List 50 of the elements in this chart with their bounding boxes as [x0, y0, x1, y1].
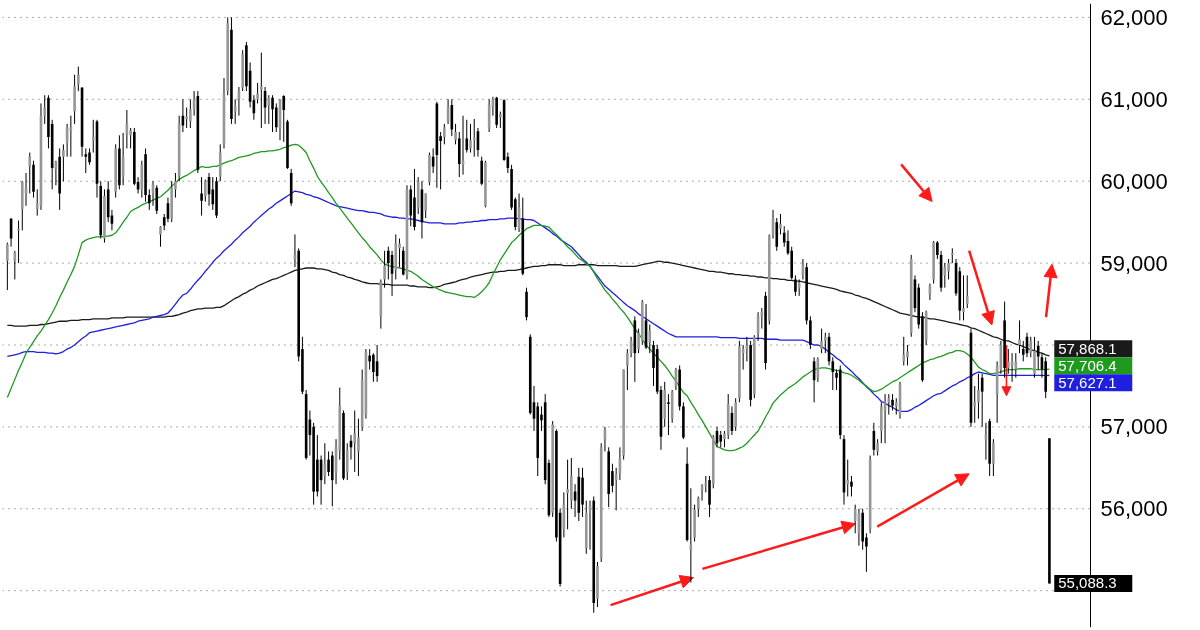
- y-tick-label: 57,000: [1100, 414, 1168, 440]
- candlestick: [383, 250, 386, 289]
- y-tick-label: 59,000: [1100, 250, 1168, 276]
- candlestick: [977, 373, 980, 420]
- candlestick: [155, 184, 159, 215]
- candlestick: [648, 324, 652, 354]
- candlestick: [267, 94, 271, 125]
- candlestick: [271, 94, 274, 133]
- candlestick: [667, 393, 670, 436]
- candlestick: [1018, 319, 1021, 354]
- data-label: 57,627.1: [1058, 373, 1117, 391]
- candlestick: [820, 328, 823, 354]
- candlestick: [1014, 352, 1018, 379]
- candlestick: [77, 66, 80, 92]
- candlestick: [794, 274, 797, 297]
- candlestick: [200, 176, 203, 217]
- candlestick: [260, 52, 263, 129]
- candlestick: [1033, 336, 1036, 379]
- candlestick: [357, 418, 360, 477]
- text: 55,088.3: [1058, 574, 1117, 592]
- y-tick-label: 56,000: [1100, 496, 1168, 522]
- candlestick: [469, 123, 472, 154]
- candlestick: [282, 94, 286, 143]
- line-series: [6, 143, 1051, 452]
- candlestick: [401, 246, 405, 276]
- data-label: 57,868.1: [1058, 339, 1117, 357]
- data-label: 57,706.4: [1058, 356, 1117, 374]
- candlestick: [902, 336, 906, 366]
- candlestick: [327, 450, 330, 477]
- candlestick: [398, 238, 401, 268]
- candlestick: [353, 409, 357, 473]
- candlestick: [962, 274, 965, 321]
- y-tick-label: 62,000: [1100, 4, 1168, 30]
- candlestick: [443, 123, 446, 145]
- candlestick: [424, 192, 427, 219]
- candlestick: [368, 348, 371, 371]
- y-tick-label: 60,000: [1100, 168, 1168, 194]
- candlestick: [159, 225, 162, 248]
- candlestick: [965, 274, 969, 309]
- candlestick: [850, 475, 853, 497]
- candlestick: [274, 102, 278, 133]
- candlestick: [480, 156, 484, 186]
- candlestick: [28, 152, 32, 194]
- candlestick: [218, 143, 222, 182]
- candlestick: [472, 118, 476, 158]
- line-series: [6, 190, 1051, 412]
- candlestick: [906, 344, 909, 366]
- candlestick: [185, 107, 188, 129]
- candlestick: [947, 258, 950, 280]
- y-tick-label: 61,000: [1100, 86, 1168, 112]
